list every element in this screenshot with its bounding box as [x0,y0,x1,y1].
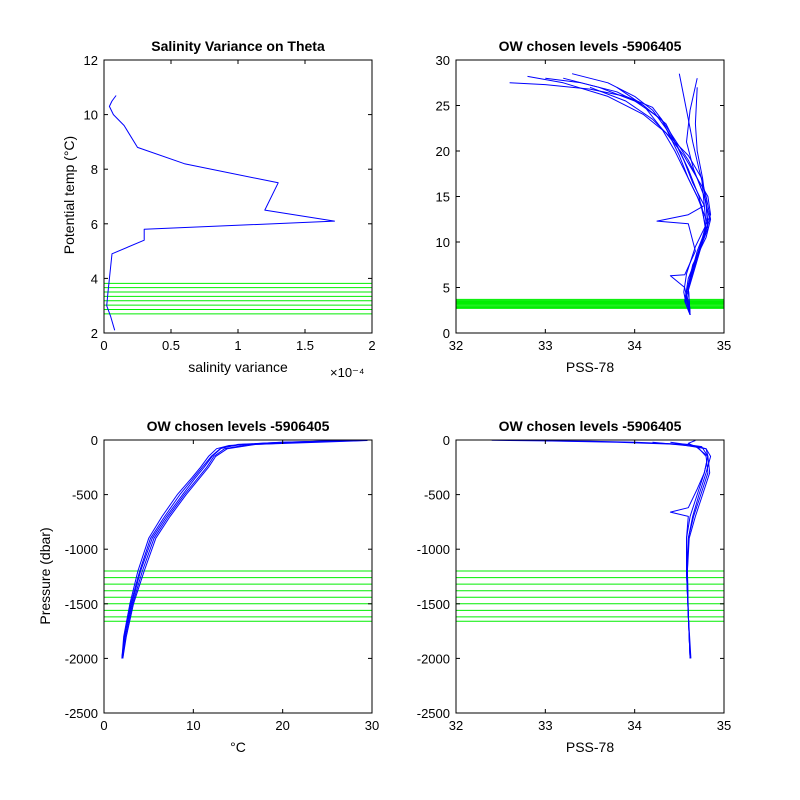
x-tick-label: 0.5 [162,338,180,353]
x-tick-label: 1.5 [296,338,314,353]
profile-series-line [669,441,709,659]
y-tick-label: -2000 [65,651,98,666]
x-tick-label: 35 [717,718,731,733]
profile-series-line [589,86,705,315]
y-tick-label: -2500 [65,706,98,721]
panel-3-title: OW chosen levels -5906405 [147,418,330,434]
y-tick-label: 20 [436,144,450,159]
y-tick-label: 15 [436,190,450,205]
panel-2-plot-area: 32 33 34 35 0 5 10 15 20 25 30 [436,53,732,353]
y-tick-label: 6 [91,217,98,232]
panel-1-x-exponent: ×10⁻⁴ [330,365,365,380]
profile-series-line [122,440,368,659]
x-tick-label: 30 [365,718,379,733]
axes-box [455,439,725,714]
x-tick-label: 0 [100,718,107,733]
y-tick-label: -2500 [417,706,450,721]
profile-series-line [527,75,709,315]
panel-1-x-label: salinity variance [188,359,288,375]
panel-1-plot-area: 0 0.5 1 1.5 2 2 4 6 8 10 12 [84,53,376,353]
profile-series-line [571,73,707,315]
panel-4-x-label: PSS-78 [566,739,614,755]
x-tick-label: 34 [627,338,641,353]
y-tick-label: -1500 [65,597,98,612]
x-tick-label: 10 [186,718,200,733]
axes-box [103,439,373,714]
profile-series-line [545,77,707,315]
y-tick-label: -1500 [417,597,450,612]
panel-3-x-label: °C [230,739,246,755]
profile-series-line [678,73,712,315]
y-tick-label: 8 [91,162,98,177]
x-tick-label: 32 [449,338,463,353]
y-tick-label: 2 [91,326,98,341]
y-tick-label: 10 [436,235,450,250]
panel-2-title: OW chosen levels -5906405 [499,38,682,54]
y-tick-label: 25 [436,99,450,114]
panel-1-y-label: Potential temp (°C) [61,136,77,254]
panel-4: 32 33 34 35 -2500 -2000 -1500 -1000 -500 0 OW cho… [417,418,731,755]
y-tick-label: -1000 [417,542,450,557]
y-tick-label: 5 [443,281,450,296]
profile-series-line [686,440,711,659]
y-tick-label: 0 [443,326,450,341]
panel-3: 0 10 20 30 -2500 -2000 -1500 -1000 -500 0 OW chos… [37,418,379,755]
x-tick-label: 32 [449,718,463,733]
panel-1: 0 0.5 1 1.5 2 2 4 6 8 10 12 Salinity Variance on T… [61,38,376,380]
y-tick-label: 12 [84,53,98,68]
panel-3-plot-area: 0 10 20 30 -2500 -2000 -1500 -1000 -500 0 [65,433,379,733]
panel-3-y-label: Pressure (dbar) [37,527,53,624]
panel-1-title: Salinity Variance on Theta [151,38,325,54]
y-tick-label: -500 [72,488,98,503]
profile-series-line [686,78,711,315]
y-tick-label: 30 [436,53,450,68]
y-tick-label: 0 [91,433,98,448]
x-tick-label: 20 [275,718,289,733]
y-tick-label: -1000 [65,542,98,557]
x-tick-label: 2 [368,338,375,353]
y-tick-label: 4 [91,271,98,286]
x-tick-label: 1 [234,338,241,353]
profile-series-line [121,439,355,659]
x-tick-label: 33 [538,718,552,733]
panel-2-x-label: PSS-78 [566,359,614,375]
x-tick-label: 33 [538,338,552,353]
x-tick-label: 0 [100,338,107,353]
panel-4-plot-area: 32 33 34 35 -2500 -2000 -1500 -1000 -500 0 [417,433,731,733]
y-tick-label: -500 [424,488,450,503]
y-tick-label: 10 [84,108,98,123]
profile-series-line [106,95,335,331]
profile-series-line [616,86,709,315]
panel-2: 32 33 34 35 0 5 10 15 20 25 30 OW chosen levels -5… [436,38,732,375]
panel-4-title: OW chosen levels -5906405 [499,418,682,434]
x-tick-label: 35 [717,338,731,353]
y-tick-label: -2000 [417,651,450,666]
y-tick-label: 0 [443,433,450,448]
x-tick-label: 34 [627,718,641,733]
